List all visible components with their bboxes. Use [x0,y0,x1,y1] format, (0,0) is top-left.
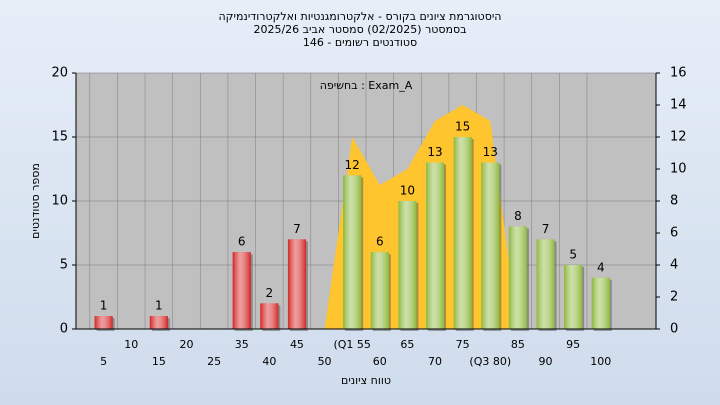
x-tick-label: 40 [262,355,276,368]
x-tick-label: 5 [100,355,107,368]
x-tick-label: (Q1 55 [333,338,370,351]
bar-shine [508,226,527,329]
x-tick-label: 50 [318,355,332,368]
y2-tick-label: 8 [670,194,678,209]
y2-tick-label: 2 [670,290,678,305]
y-tick-label: 10 [51,194,68,209]
bar-shine [370,252,389,329]
bar-shine [564,265,583,329]
y-tick-label: 20 [51,66,68,81]
value-label: 5 [569,248,577,262]
x-tick-label: 70 [428,355,442,368]
x-tick-label: 95 [566,338,580,351]
x-axis-label: טווח ציונים [341,374,391,387]
value-label: 13 [483,145,498,159]
value-label: 6 [376,235,384,249]
bar-shine [536,239,555,329]
y2-tick-label: 12 [670,130,687,145]
bar-shine [94,316,113,329]
x-tick-label: 75 [456,338,470,351]
bar-shine [232,252,251,329]
bar-shine [453,137,472,329]
value-label: 13 [427,145,442,159]
y2-tick-label: 0 [670,322,678,337]
bar-shine [398,201,417,329]
x-tick-label: 100 [590,355,611,368]
chart-title: היסטוגרמת ציונים בקורס - אלקטרומגנטיות ו… [219,10,502,23]
value-label: 1 [100,299,108,313]
value-label: 15 [455,120,470,134]
x-tick-label: 10 [124,338,138,351]
bar-shine [343,175,362,329]
bar-shine [287,239,306,329]
y2-tick-label: 4 [670,258,678,273]
value-label: 8 [514,209,522,223]
y-axis-label: מספר סטודנטים [29,163,42,239]
bar-shine [481,162,500,329]
bar-shine [591,277,610,329]
value-label: 7 [542,222,550,236]
y2-tick-label: 10 [670,162,687,177]
x-tick-label: 65 [400,338,414,351]
x-tick-label: 90 [539,355,553,368]
bar-shine [260,303,279,329]
bar-shine [149,316,168,329]
value-label: 6 [238,235,246,249]
y2-tick-label: 6 [670,226,678,241]
value-label: 10 [400,184,415,198]
y2-tick-label: 14 [670,98,687,113]
y-tick-label: 15 [51,130,68,145]
value-label: 1 [155,299,163,313]
value-label: 12 [345,158,360,172]
value-label: 7 [293,222,301,236]
bar-shine [426,162,445,329]
x-tick-label: 25 [207,355,221,368]
x-tick-label: 20 [179,338,193,351]
x-tick-label: 35 [235,338,249,351]
y-tick-label: 0 [60,322,68,337]
y-tick-label: 5 [60,258,68,273]
x-tick-label: (Q3 80) [469,355,511,368]
y2-tick-label: 16 [670,66,687,81]
x-tick-label: 15 [152,355,166,368]
annotation: בחשיפה : Exam_A [320,79,413,92]
x-tick-label: 45 [290,338,304,351]
x-tick-label: 60 [373,355,387,368]
chart-subtitle: בסמסטר (02/2025) סמסטר אביב 2025/26 [253,23,466,36]
chart-subtitle: סטודנטים רשומים - 146 [303,36,417,49]
value-label: 2 [266,286,274,300]
x-tick-label: 85 [511,338,525,351]
value-label: 4 [597,260,605,274]
